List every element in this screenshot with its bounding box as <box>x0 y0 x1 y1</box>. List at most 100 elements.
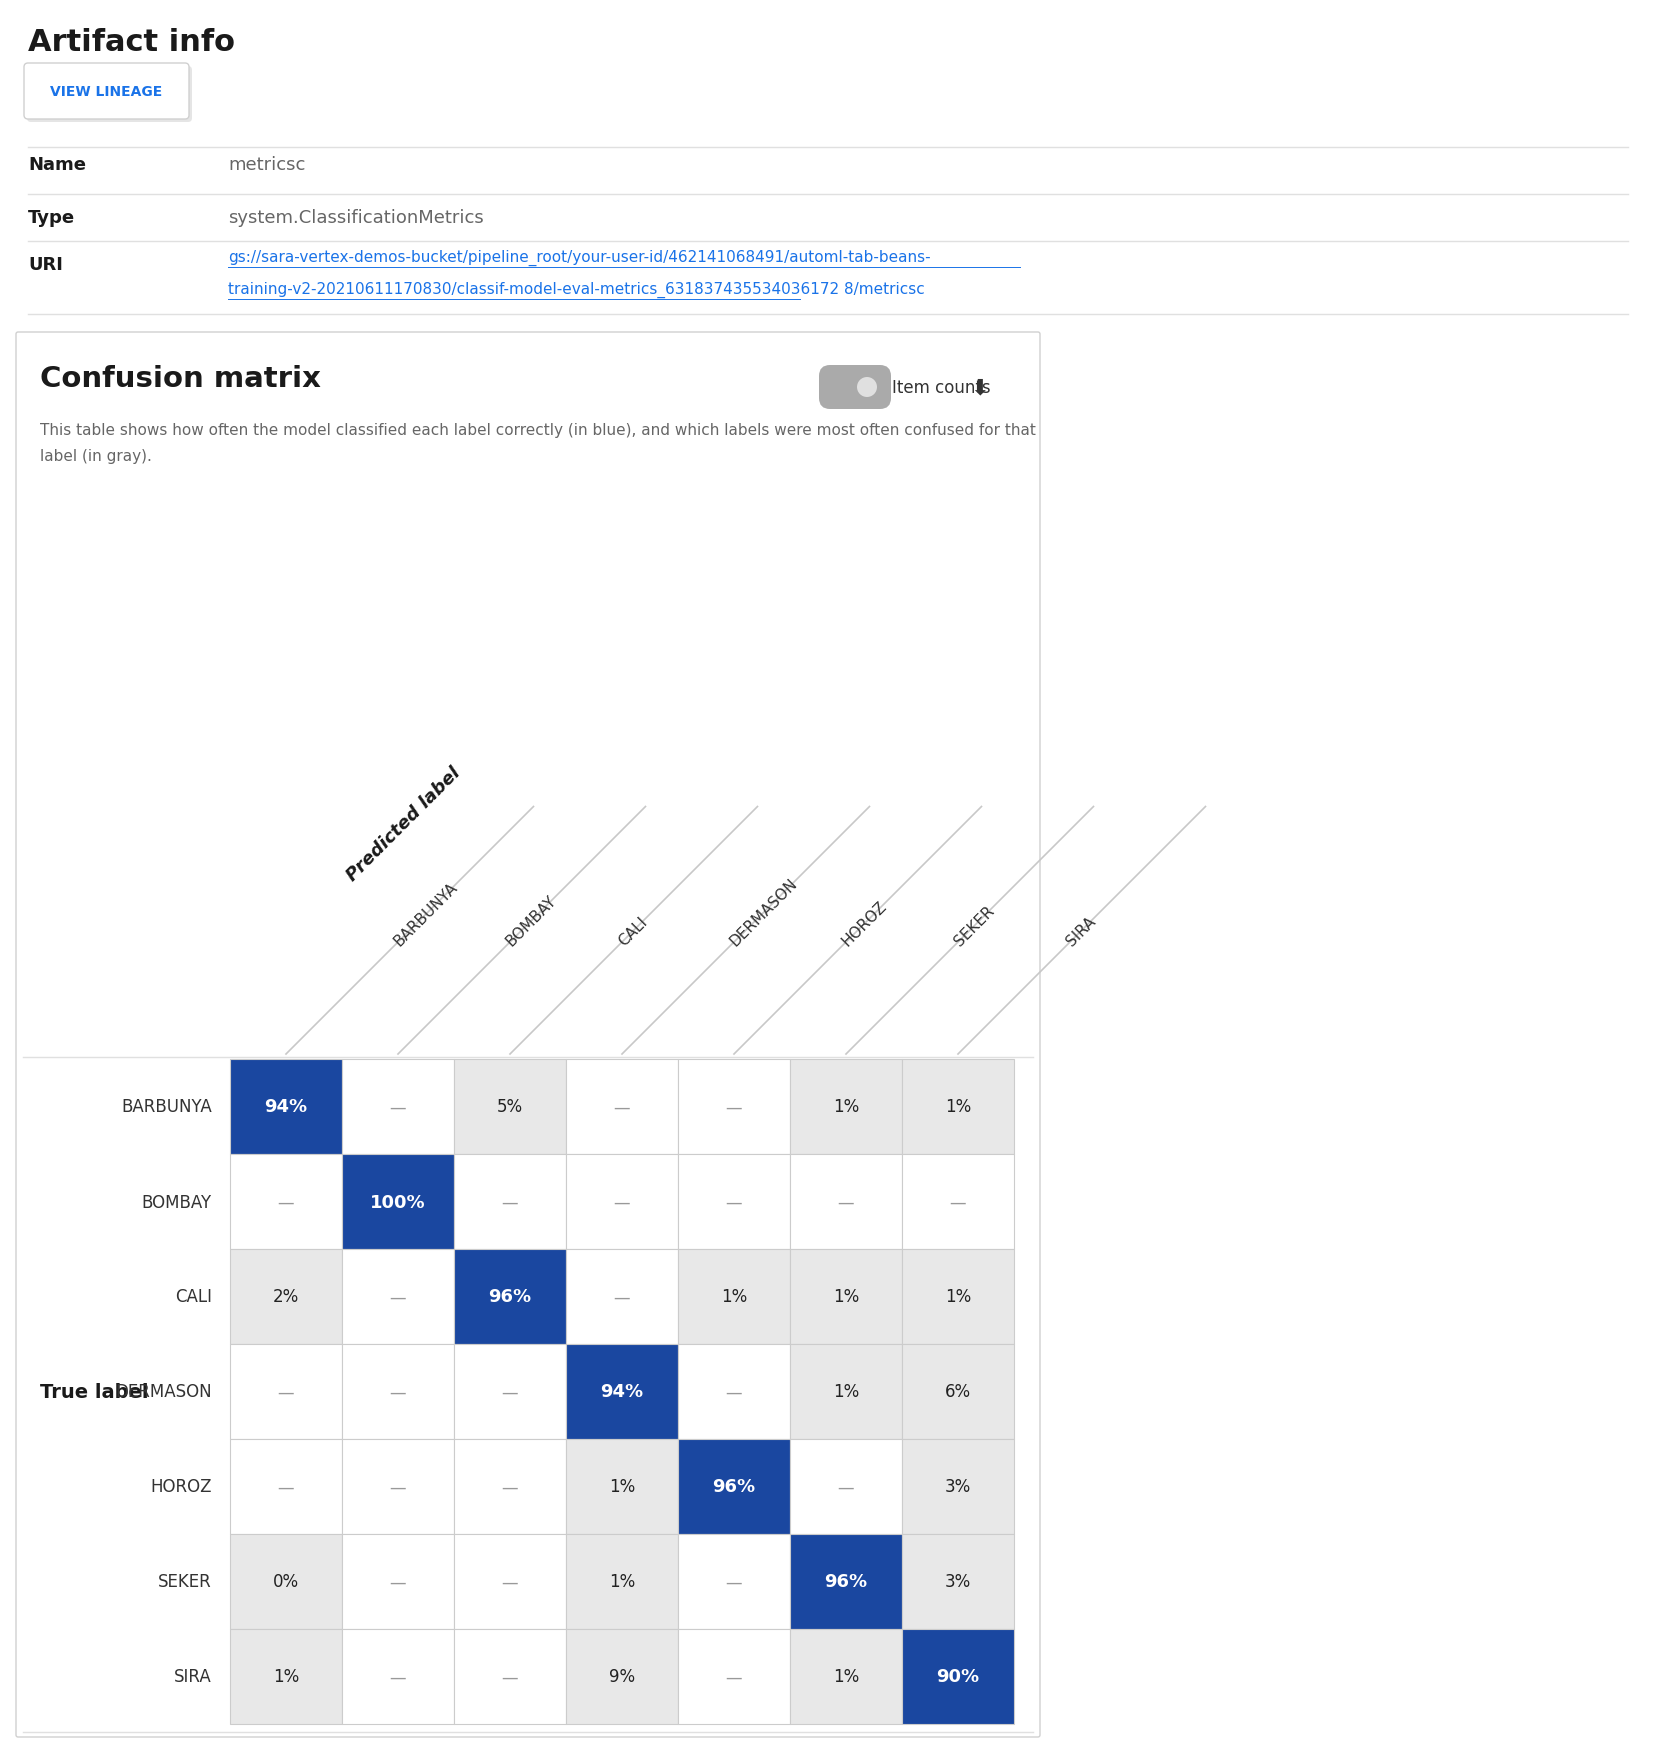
Bar <box>789 1155 902 1250</box>
Bar <box>677 1250 789 1344</box>
Text: 96%: 96% <box>712 1478 755 1495</box>
Text: label (in gray).: label (in gray). <box>40 449 152 463</box>
FancyBboxPatch shape <box>26 67 192 123</box>
Bar <box>343 1250 453 1344</box>
Text: —: — <box>725 1383 741 1400</box>
Text: —: — <box>614 1288 631 1306</box>
Circle shape <box>857 377 877 398</box>
Text: Artifact info: Artifact info <box>28 28 235 56</box>
Text: 2%: 2% <box>273 1288 300 1306</box>
Text: —: — <box>389 1667 405 1685</box>
Text: 3%: 3% <box>945 1572 970 1590</box>
Bar <box>789 1629 902 1723</box>
Text: 5%: 5% <box>496 1099 523 1116</box>
Text: 94%: 94% <box>265 1099 308 1116</box>
Text: training-v2-20210611170830/classif-model-eval-metrics_631837435534036172 8/metri: training-v2-20210611170830/classif-model… <box>228 283 923 298</box>
Text: —: — <box>948 1193 967 1211</box>
Text: Confusion matrix: Confusion matrix <box>40 365 321 393</box>
Text: —: — <box>278 1478 295 1495</box>
Bar <box>230 1629 343 1723</box>
Text: —: — <box>501 1572 518 1590</box>
Bar <box>902 1629 1013 1723</box>
Bar <box>902 1439 1013 1534</box>
Bar <box>343 1629 453 1723</box>
Bar <box>677 1155 789 1250</box>
Text: DERMASON: DERMASON <box>727 876 801 948</box>
Bar <box>566 1060 677 1155</box>
Text: 1%: 1% <box>945 1288 970 1306</box>
Text: 100%: 100% <box>371 1193 425 1211</box>
Text: VIEW LINEAGE: VIEW LINEAGE <box>50 84 162 98</box>
Text: 3%: 3% <box>945 1478 970 1495</box>
Text: —: — <box>837 1478 854 1495</box>
Text: —: — <box>389 1383 405 1400</box>
Text: 96%: 96% <box>824 1572 867 1590</box>
Text: DERMASON: DERMASON <box>116 1383 212 1400</box>
Text: SIRA: SIRA <box>174 1667 212 1685</box>
Text: —: — <box>389 1099 405 1116</box>
Bar <box>566 1344 677 1439</box>
Bar <box>230 1060 343 1155</box>
Bar <box>789 1060 902 1155</box>
Text: —: — <box>614 1099 631 1116</box>
Bar <box>789 1534 902 1629</box>
Bar <box>230 1439 343 1534</box>
Bar <box>343 1155 453 1250</box>
Text: SEKER: SEKER <box>952 902 996 948</box>
Text: —: — <box>501 1193 518 1211</box>
Text: CALI: CALI <box>616 914 650 948</box>
Text: BARBUNYA: BARBUNYA <box>121 1099 212 1116</box>
Text: system.ClassificationMetrics: system.ClassificationMetrics <box>228 209 483 226</box>
Bar <box>453 1155 566 1250</box>
Text: —: — <box>725 1667 741 1685</box>
Text: URI: URI <box>28 256 63 274</box>
Text: Name: Name <box>28 156 86 174</box>
Bar <box>453 1060 566 1155</box>
Text: 1%: 1% <box>832 1667 859 1685</box>
Bar <box>453 1534 566 1629</box>
Bar <box>902 1155 1013 1250</box>
FancyBboxPatch shape <box>819 365 890 409</box>
Text: —: — <box>837 1193 854 1211</box>
Bar <box>230 1155 343 1250</box>
Bar <box>453 1250 566 1344</box>
Bar <box>453 1629 566 1723</box>
Text: Item counts: Item counts <box>892 379 990 397</box>
Text: Predicted label: Predicted label <box>343 763 463 885</box>
Text: gs://sara-vertex-demos-bucket/pipeline_root/your-user-id/462141068491/automl-tab: gs://sara-vertex-demos-bucket/pipeline_r… <box>228 249 930 267</box>
Text: BARBUNYA: BARBUNYA <box>391 879 460 948</box>
Bar <box>677 1629 789 1723</box>
Text: Type: Type <box>28 209 74 226</box>
Text: —: — <box>501 1383 518 1400</box>
Text: 1%: 1% <box>609 1572 636 1590</box>
Bar <box>677 1439 789 1534</box>
Bar <box>566 1155 677 1250</box>
Text: —: — <box>614 1193 631 1211</box>
FancyBboxPatch shape <box>23 63 189 119</box>
FancyBboxPatch shape <box>17 333 1039 1737</box>
Bar <box>902 1344 1013 1439</box>
Bar <box>343 1534 453 1629</box>
Text: HOROZ: HOROZ <box>151 1478 212 1495</box>
Text: True label: True label <box>40 1383 149 1400</box>
Text: BOMBAY: BOMBAY <box>503 892 559 948</box>
Text: —: — <box>389 1478 405 1495</box>
Text: HOROZ: HOROZ <box>839 899 889 948</box>
Bar <box>789 1250 902 1344</box>
Text: —: — <box>389 1572 405 1590</box>
Text: 1%: 1% <box>273 1667 300 1685</box>
Text: —: — <box>389 1288 405 1306</box>
Bar <box>230 1534 343 1629</box>
Bar <box>230 1344 343 1439</box>
Bar <box>677 1344 789 1439</box>
Text: —: — <box>501 1667 518 1685</box>
Text: 1%: 1% <box>832 1099 859 1116</box>
Bar <box>789 1344 902 1439</box>
Bar <box>902 1534 1013 1629</box>
Text: 1%: 1% <box>832 1288 859 1306</box>
Text: SEKER: SEKER <box>159 1572 212 1590</box>
Bar <box>566 1534 677 1629</box>
Bar <box>343 1060 453 1155</box>
Text: —: — <box>501 1478 518 1495</box>
Bar <box>343 1344 453 1439</box>
